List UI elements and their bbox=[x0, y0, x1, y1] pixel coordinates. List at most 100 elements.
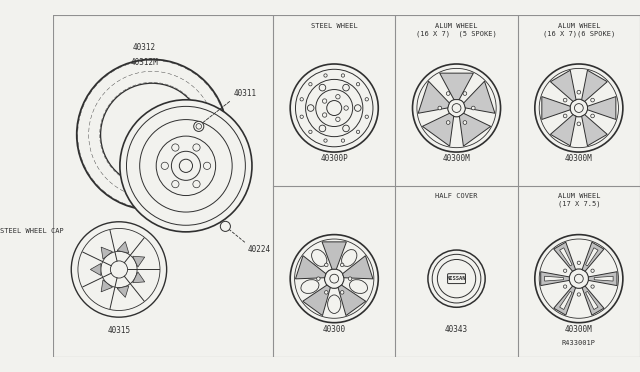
Circle shape bbox=[336, 117, 340, 122]
Polygon shape bbox=[582, 115, 607, 146]
Circle shape bbox=[193, 180, 200, 188]
Polygon shape bbox=[550, 115, 576, 146]
Circle shape bbox=[356, 130, 360, 134]
Circle shape bbox=[307, 105, 314, 111]
Polygon shape bbox=[132, 272, 145, 283]
Circle shape bbox=[300, 115, 303, 118]
Polygon shape bbox=[418, 81, 449, 113]
Text: 40300: 40300 bbox=[323, 324, 346, 334]
Text: STEEL WHEEL CAP: STEEL WHEEL CAP bbox=[0, 228, 64, 234]
Polygon shape bbox=[132, 256, 145, 267]
Text: 40300M: 40300M bbox=[565, 324, 593, 334]
Text: ALUM WHEEL
(17 X 7.5): ALUM WHEEL (17 X 7.5) bbox=[557, 193, 600, 207]
Circle shape bbox=[324, 139, 327, 142]
Polygon shape bbox=[101, 280, 113, 292]
Polygon shape bbox=[542, 97, 570, 119]
Ellipse shape bbox=[328, 295, 341, 314]
Circle shape bbox=[563, 98, 567, 102]
Circle shape bbox=[324, 74, 327, 77]
Circle shape bbox=[563, 285, 567, 288]
Circle shape bbox=[577, 122, 580, 126]
Circle shape bbox=[365, 97, 369, 101]
Text: 40300M: 40300M bbox=[443, 154, 470, 163]
Text: 40300P: 40300P bbox=[321, 154, 348, 163]
Circle shape bbox=[71, 222, 166, 317]
Polygon shape bbox=[460, 113, 491, 146]
Text: ALUM WHEEL
(16 X 7)(6 SPOKE): ALUM WHEEL (16 X 7)(6 SPOKE) bbox=[543, 23, 615, 37]
Circle shape bbox=[591, 114, 595, 118]
Circle shape bbox=[193, 144, 200, 151]
Circle shape bbox=[591, 285, 595, 288]
Circle shape bbox=[344, 106, 348, 110]
Circle shape bbox=[577, 293, 580, 296]
Circle shape bbox=[319, 125, 326, 132]
Circle shape bbox=[300, 97, 303, 101]
Circle shape bbox=[341, 74, 344, 77]
Circle shape bbox=[577, 261, 580, 264]
Circle shape bbox=[324, 291, 328, 294]
Text: 40312: 40312 bbox=[133, 43, 156, 52]
Ellipse shape bbox=[301, 280, 319, 294]
Polygon shape bbox=[594, 276, 613, 281]
Circle shape bbox=[317, 277, 320, 280]
Circle shape bbox=[463, 92, 467, 95]
Circle shape bbox=[319, 84, 326, 91]
Polygon shape bbox=[588, 272, 617, 286]
Circle shape bbox=[308, 83, 312, 86]
Text: R433001P: R433001P bbox=[562, 340, 596, 346]
Circle shape bbox=[591, 269, 595, 272]
Polygon shape bbox=[554, 286, 575, 315]
Circle shape bbox=[563, 114, 567, 118]
Polygon shape bbox=[582, 286, 604, 315]
Polygon shape bbox=[342, 256, 373, 279]
Polygon shape bbox=[559, 248, 572, 266]
Circle shape bbox=[355, 105, 361, 111]
Polygon shape bbox=[582, 70, 607, 102]
Text: 40312M: 40312M bbox=[131, 58, 159, 67]
Circle shape bbox=[308, 130, 312, 134]
Polygon shape bbox=[464, 81, 495, 113]
Polygon shape bbox=[117, 241, 129, 253]
Polygon shape bbox=[586, 248, 598, 266]
Circle shape bbox=[342, 84, 349, 91]
Polygon shape bbox=[296, 256, 326, 279]
Circle shape bbox=[413, 64, 500, 152]
Circle shape bbox=[194, 121, 204, 131]
Text: ALUM WHEEL
(16 X 7)  (5 SPOKE): ALUM WHEEL (16 X 7) (5 SPOKE) bbox=[416, 23, 497, 37]
Circle shape bbox=[340, 263, 344, 267]
Circle shape bbox=[340, 291, 344, 294]
Polygon shape bbox=[545, 276, 563, 281]
Polygon shape bbox=[440, 73, 474, 100]
Text: 40224: 40224 bbox=[248, 245, 271, 254]
Polygon shape bbox=[117, 286, 129, 297]
Text: HALF COVER: HALF COVER bbox=[435, 193, 478, 199]
Circle shape bbox=[438, 106, 442, 110]
Circle shape bbox=[535, 64, 623, 152]
Circle shape bbox=[336, 94, 340, 99]
Circle shape bbox=[472, 106, 475, 110]
Polygon shape bbox=[550, 70, 576, 102]
Circle shape bbox=[563, 269, 567, 272]
Text: 40300M: 40300M bbox=[565, 154, 593, 163]
Circle shape bbox=[365, 115, 369, 118]
Polygon shape bbox=[338, 285, 365, 315]
Polygon shape bbox=[322, 242, 346, 269]
Circle shape bbox=[535, 235, 623, 323]
Circle shape bbox=[324, 263, 328, 267]
Circle shape bbox=[446, 92, 450, 95]
Circle shape bbox=[428, 250, 485, 307]
Polygon shape bbox=[554, 242, 575, 271]
Ellipse shape bbox=[312, 250, 327, 266]
Circle shape bbox=[591, 98, 595, 102]
Polygon shape bbox=[303, 285, 330, 315]
Polygon shape bbox=[588, 97, 616, 119]
Circle shape bbox=[323, 113, 327, 117]
Circle shape bbox=[356, 83, 360, 86]
Circle shape bbox=[463, 121, 467, 124]
Circle shape bbox=[172, 180, 179, 188]
Polygon shape bbox=[586, 291, 598, 310]
Circle shape bbox=[323, 99, 327, 103]
Circle shape bbox=[161, 162, 168, 170]
Circle shape bbox=[290, 235, 378, 323]
Text: 40343: 40343 bbox=[445, 324, 468, 334]
